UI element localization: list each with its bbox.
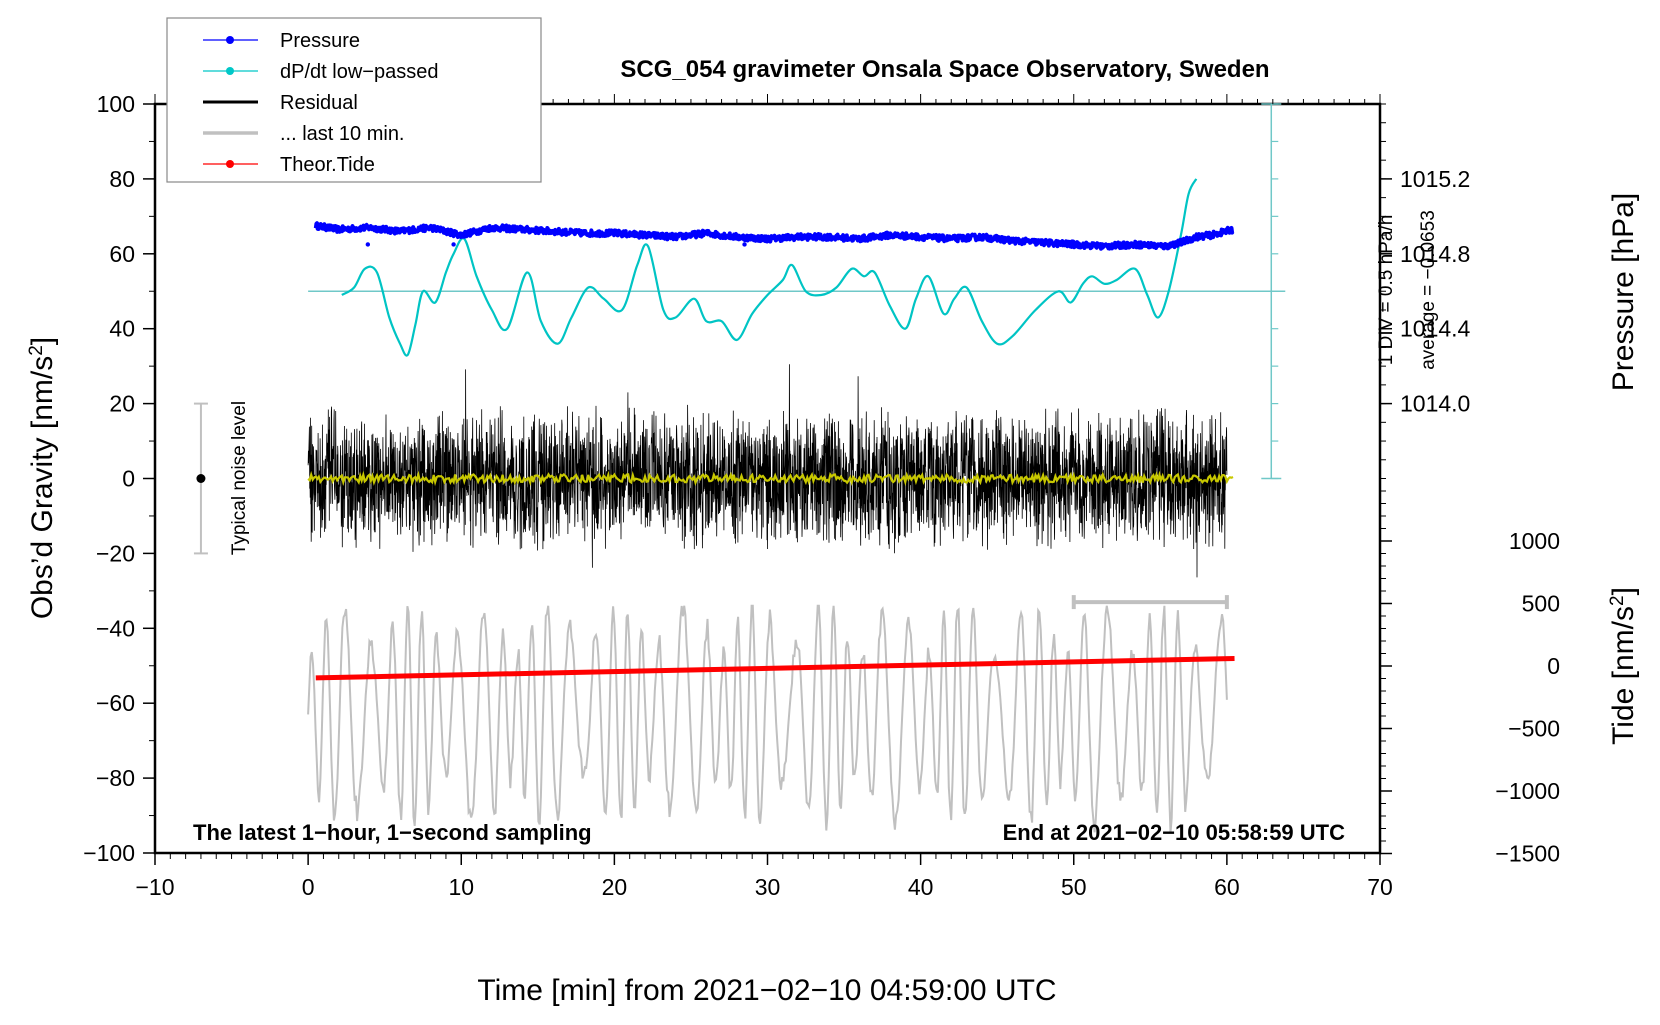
noise-center-point bbox=[196, 474, 206, 483]
legend-label: Residual bbox=[280, 92, 358, 114]
y-tick-label: −20 bbox=[96, 540, 135, 566]
y-tick-label: −100 bbox=[83, 840, 135, 866]
y-axis-tide-title: Tide [nm/s2] bbox=[1607, 587, 1640, 745]
legend-label: dP/dt low−passed bbox=[280, 61, 438, 83]
x-axis-title: Time [min] from 2021−02−10 04:59:00 UTC bbox=[477, 974, 1056, 1007]
y-axis-pressure: 1015.2 1014.8 1014.4 1014.0 bbox=[1380, 103, 1471, 479]
pressure-outlier-point bbox=[1109, 242, 1115, 247]
y-tick-label: −60 bbox=[96, 690, 135, 716]
pressure-series bbox=[313, 221, 1235, 251]
chart-title: SCG_054 gravimeter Onsala Space Observat… bbox=[620, 56, 1269, 83]
legend-label: ... last 10 min. bbox=[280, 123, 405, 145]
pressure-line bbox=[313, 221, 1235, 251]
dpdt-line bbox=[341, 178, 1198, 357]
dpdt-series bbox=[341, 178, 1198, 357]
residual-smoothed-line bbox=[307, 470, 1234, 487]
x-tick-label: 40 bbox=[908, 874, 934, 900]
noise-level-indicator bbox=[193, 402, 208, 555]
pressure-outlier-point bbox=[451, 242, 456, 247]
dpdt-scale-axis bbox=[308, 103, 1286, 480]
y-axis-tide: 1000 500 0 −500 −1000 −1500 bbox=[1380, 490, 1560, 867]
tide-tick-label: 0 bbox=[1547, 653, 1560, 679]
x-tick-label: 70 bbox=[1367, 874, 1393, 900]
pressure-outlier-point bbox=[742, 242, 747, 247]
legend-label: Theor.Tide bbox=[280, 154, 375, 176]
y-tick-label: 40 bbox=[109, 316, 135, 342]
tide-tick-label: −500 bbox=[1508, 716, 1560, 742]
noise-level-label: Typical noise level bbox=[229, 401, 250, 555]
legend-swatch-dot bbox=[226, 160, 234, 168]
y-tick-label: −80 bbox=[96, 765, 135, 791]
pressure-tick-label: 1015.2 bbox=[1400, 166, 1470, 192]
tide-tick-label: −1000 bbox=[1495, 778, 1560, 804]
y-tick-label: 60 bbox=[109, 241, 135, 267]
theor-tide-line bbox=[315, 656, 1235, 681]
residual-series bbox=[307, 364, 1228, 578]
legend-box bbox=[166, 17, 542, 183]
pressure-outlier-point bbox=[365, 242, 371, 247]
dpdt-average-note: average = −0.0653 bbox=[1418, 210, 1439, 370]
x-tick-label: 20 bbox=[602, 874, 628, 900]
residual-smoothed-series bbox=[307, 470, 1234, 487]
last-10-min-bar bbox=[1071, 595, 1229, 610]
last-10-min-series bbox=[307, 604, 1228, 833]
x-tick-label: 60 bbox=[1214, 874, 1240, 900]
tide-tick-label: 500 bbox=[1522, 591, 1560, 617]
pressure-tick-label: 1014.0 bbox=[1400, 391, 1470, 417]
left-note: The latest 1−hour, 1−second sampling bbox=[193, 820, 592, 845]
dpdt-div-note: 1 DIV = 0.5 hPa/h bbox=[1376, 215, 1397, 366]
y-axis-pressure-title: Pressure [hPa] bbox=[1607, 193, 1640, 391]
x-tick-label: 10 bbox=[448, 874, 474, 900]
tide-tick-label: 1000 bbox=[1509, 528, 1560, 554]
right-note: End at 2021−02−10 05:58:59 UTC bbox=[1003, 820, 1346, 845]
tide-tick-label: −1500 bbox=[1495, 841, 1560, 867]
last-10-min-line bbox=[307, 604, 1228, 833]
y-tick-label: 80 bbox=[109, 166, 135, 192]
x-tick-label: 0 bbox=[302, 874, 315, 900]
x-tick-label: 30 bbox=[755, 874, 781, 900]
y-tick-label: −40 bbox=[96, 615, 135, 641]
residual-line bbox=[307, 364, 1228, 578]
pressure-tick-label: 1014.8 bbox=[1400, 241, 1470, 267]
legend-label: Pressure bbox=[280, 30, 360, 52]
y-tick-label: 100 bbox=[97, 91, 135, 117]
pressure-tick-label: 1014.4 bbox=[1400, 316, 1471, 342]
theor-tide-series bbox=[315, 656, 1235, 681]
y-axis-left-title: Obs’d Gravity [nm/s2] bbox=[26, 337, 59, 619]
x-tick-label: 50 bbox=[1061, 874, 1087, 900]
y-tick-label: 0 bbox=[122, 466, 135, 492]
legend-swatch-dot bbox=[226, 36, 234, 44]
y-axis-left: 100 80 60 40 20 0 −20 −40 −60 −80 −100 bbox=[83, 91, 155, 866]
legend-swatch-dot bbox=[226, 67, 234, 75]
x-tick-label: −10 bbox=[135, 874, 174, 900]
legend: Pressure dP/dt low−passed Residual ... last… bbox=[166, 17, 542, 183]
y-tick-label: 20 bbox=[109, 391, 135, 417]
